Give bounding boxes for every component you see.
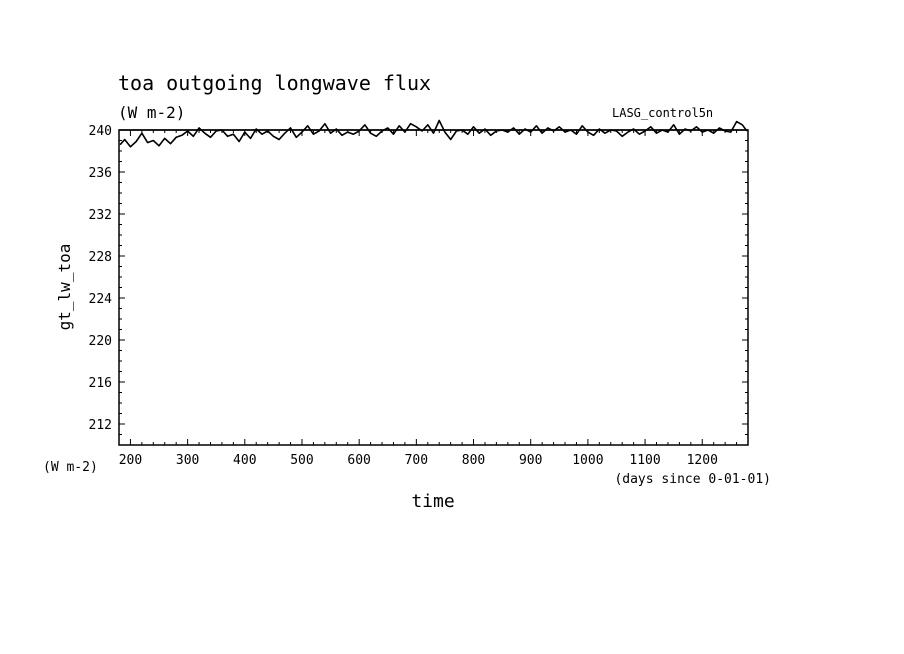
y-tick-label: 228 bbox=[89, 250, 112, 265]
y-tick-label: 216 bbox=[89, 376, 112, 391]
x-tick-label: 800 bbox=[462, 453, 485, 468]
x-tick-label: 700 bbox=[405, 453, 428, 468]
y-units-note: (W m-2) bbox=[43, 460, 98, 475]
y-tick-label: 236 bbox=[89, 166, 112, 181]
chart-title: toa outgoing longwave flux bbox=[118, 71, 431, 95]
x-tick-label: 900 bbox=[519, 453, 542, 468]
y-tick-label: 224 bbox=[89, 292, 113, 307]
y-tick-label: 212 bbox=[89, 418, 112, 433]
y-tick-label: 232 bbox=[89, 208, 112, 223]
series-line bbox=[119, 119, 748, 148]
x-axis: 200 300 400 500 600 700 800 900 1000 1100 1200 bbox=[119, 130, 749, 468]
chart-subtitle: (W m-2) bbox=[118, 103, 185, 122]
x-tick-label: 600 bbox=[347, 453, 370, 468]
x-units-note: (days since 0-01-01) bbox=[614, 472, 771, 487]
x-tick-label: 300 bbox=[176, 453, 199, 468]
x-tick-label: 1000 bbox=[572, 453, 603, 468]
x-tick-label: 500 bbox=[290, 453, 313, 468]
y-axis-label: gt_lw_toa bbox=[55, 244, 74, 331]
y-axis: 212 216 220 224 228 232 236 240 bbox=[89, 124, 748, 435]
x-tick-label: 400 bbox=[233, 453, 256, 468]
y-tick-label: 240 bbox=[89, 124, 112, 139]
plot-frame bbox=[118, 129, 749, 446]
x-tick-label: 200 bbox=[119, 453, 142, 468]
y-tick-label: 220 bbox=[89, 334, 112, 349]
x-tick-label: 1100 bbox=[629, 453, 660, 468]
series-layer bbox=[119, 119, 748, 148]
dataset-label: LASG_control5n bbox=[612, 106, 713, 120]
x-axis-label: time bbox=[411, 491, 454, 512]
x-tick-label: 1200 bbox=[687, 453, 718, 468]
